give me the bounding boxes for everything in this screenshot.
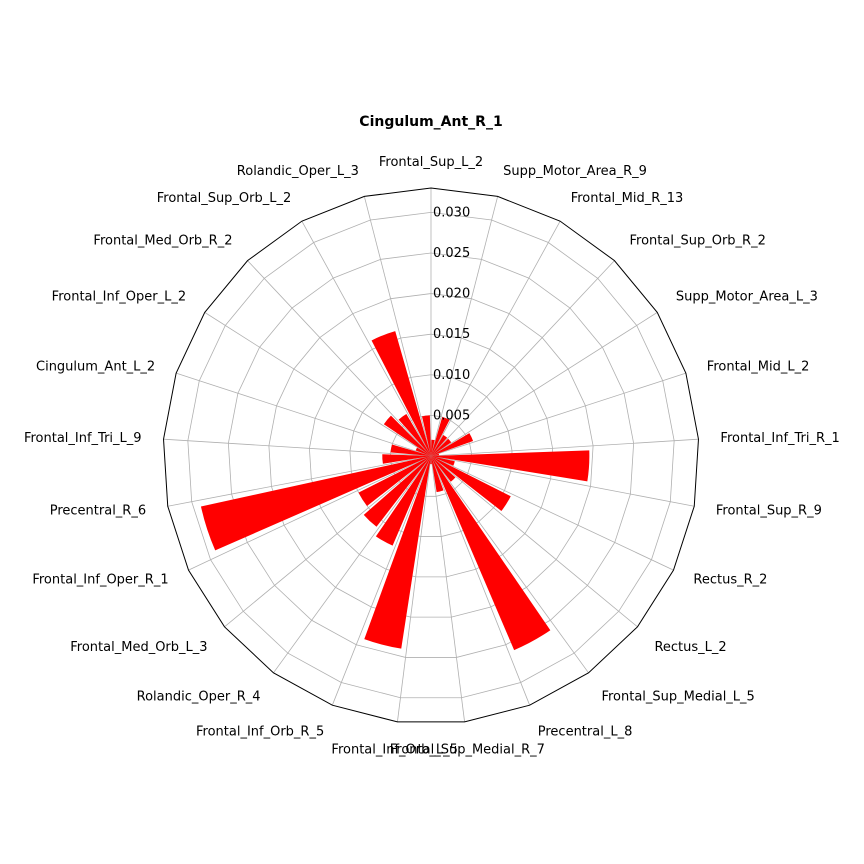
bar [431, 456, 455, 466]
r-tick-label: 0.005 [433, 408, 470, 423]
grid-spoke [430, 455, 531, 706]
frame-layer [163, 187, 699, 723]
grid-ring [309, 333, 553, 578]
bar [421, 415, 431, 456]
category-labels: Frontal_Sup_L_2 Supp_Motor_Area_R_9 Fronta… [24, 155, 840, 758]
category-label: Frontal_Inf_Tri_R_1 [720, 431, 839, 446]
grid-spoke [430, 438, 699, 457]
bar [415, 447, 431, 456]
bar [431, 456, 456, 482]
grid-spoke [430, 312, 658, 457]
bar [375, 456, 431, 546]
grid-spoke [247, 260, 432, 457]
grid-spoke [397, 455, 432, 722]
category-label: Frontal_Sup_L_2 [379, 155, 483, 170]
grid-ring [227, 252, 635, 658]
outer-frame [163, 187, 699, 723]
bar [431, 450, 590, 482]
bar [364, 456, 431, 649]
bar [431, 456, 444, 493]
bar [431, 434, 448, 456]
grid-spoke [430, 455, 638, 628]
grid-spoke [163, 438, 432, 457]
category-label: Frontal_Sup_Medial_L_5 [601, 690, 754, 705]
category-label: Frontal_Inf_Oper_R_1 [32, 572, 168, 587]
bar [431, 416, 450, 456]
grid-spoke [204, 312, 432, 457]
grid-ring [268, 293, 594, 618]
category-label: Frontal_Sup_Medial_R_7 [390, 743, 545, 758]
bar [431, 433, 474, 456]
grid-spoke [430, 455, 695, 507]
bars-layer [200, 331, 590, 651]
r-tick-label: 0.010 [433, 368, 470, 383]
bar [431, 438, 452, 456]
bar [390, 444, 431, 456]
category-label: Frontal_Sup_R_9 [716, 503, 822, 518]
chart-title: Cingulum_Ant_R_1 [359, 114, 502, 130]
category-label: Frontal_Med_Orb_L_3 [70, 640, 207, 655]
bar [382, 454, 431, 464]
category-label: Frontal_Inf_Tri_L_9 [24, 431, 142, 446]
bar [398, 413, 431, 456]
grid-spoke [363, 196, 432, 457]
grid-spoke [301, 220, 432, 457]
grid-spoke [175, 372, 432, 457]
grid-spoke [430, 260, 615, 457]
grid-spoke [273, 455, 432, 674]
grid-layer [163, 188, 699, 722]
grid-spoke [188, 455, 432, 571]
category-label: Frontal_Inf_Orb_R_5 [196, 725, 324, 740]
grid-ring [349, 374, 513, 537]
category-label: Rectus_L_2 [654, 640, 726, 655]
grid-spoke [331, 455, 432, 706]
r-tick-label: 0.025 [433, 246, 470, 261]
category-label: Rectus_R_2 [693, 572, 767, 587]
grid-spoke [430, 196, 499, 457]
bar [358, 456, 431, 507]
category-label: Frontal_Inf_Oper_L_2 [52, 290, 186, 305]
bar [200, 456, 431, 551]
category-label: Frontal_Sup_Orb_R_2 [630, 234, 766, 249]
category-label: Frontal_Mid_L_2 [707, 359, 810, 374]
grid-spoke [430, 220, 561, 457]
category-label: Frontal_Inf_Orb_L_5 [331, 743, 457, 758]
grid-spoke [430, 455, 465, 722]
r-tick-labels: 0.005 0.010 0.015 0.020 0.025 0.030 [433, 205, 470, 423]
bar [371, 331, 431, 456]
category-label: Precentral_R_6 [50, 503, 146, 518]
bar [431, 456, 551, 651]
r-tick-label: 0.030 [433, 205, 470, 220]
category-label: Supp_Motor_Area_L_3 [676, 290, 818, 305]
bar [431, 453, 440, 456]
bar [363, 456, 431, 527]
grid-spoke [167, 455, 432, 507]
bar [430, 456, 432, 465]
bar [383, 415, 431, 456]
category-label: Rolandic_Oper_L_3 [237, 164, 359, 179]
r-tick-label: 0.015 [433, 327, 470, 342]
grid-spoke [224, 455, 432, 628]
category-label: Frontal_Sup_Orb_L_2 [157, 191, 292, 206]
grid-ring [187, 211, 675, 699]
category-label: Rolandic_Oper_R_4 [137, 690, 261, 705]
grid-spoke [430, 455, 589, 674]
category-label: Precentral_L_8 [538, 725, 633, 740]
category-label: Supp_Motor_Area_R_9 [503, 164, 647, 179]
grid-spoke [430, 372, 687, 457]
category-label: Frontal_Mid_R_13 [571, 191, 684, 206]
bar [431, 439, 435, 456]
bar [431, 456, 511, 512]
grid-spoke [430, 455, 674, 571]
category-label: Cingulum_Ant_L_2 [36, 359, 155, 374]
r-tick-label: 0.020 [433, 287, 470, 302]
category-label: Frontal_Med_Orb_R_2 [93, 234, 232, 249]
